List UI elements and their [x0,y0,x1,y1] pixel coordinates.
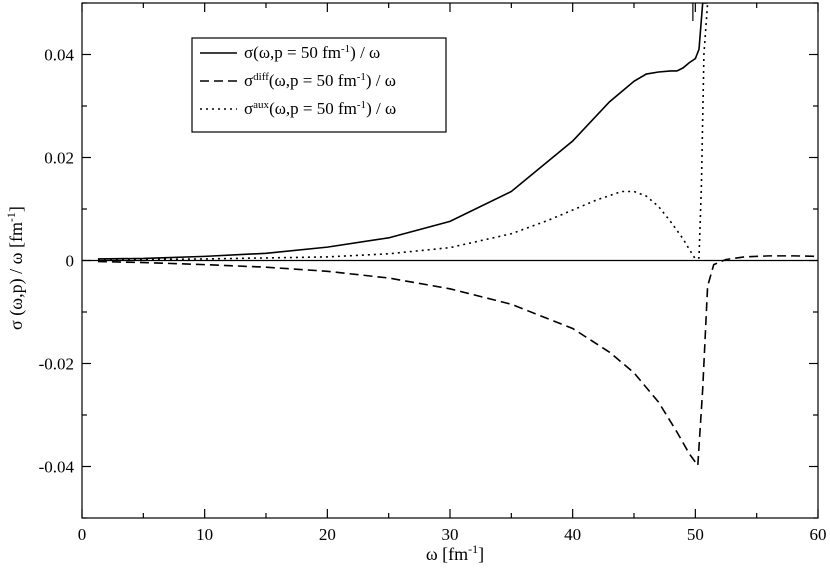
x-tick-label: 0 [78,525,87,544]
series-dashed-line [97,255,818,468]
x-tick-label: 50 [687,525,704,544]
axis-ticks: 0 10 20 30 40 50 60 -0.04 -0.02 0 0.02 0.04 [39,2,827,544]
y-axis-label: σ (ω,p) / ω [fm-1] [4,206,27,330]
x-axis-label: ω [fm-1] [426,542,484,564]
y-tick-label: -0.04 [39,458,75,477]
series-solid-line [97,3,708,260]
legend-label: σdiff(ω,p = 50 fm-1) / ω [244,71,396,90]
plot-lines [82,3,818,468]
x-tick-label: 30 [442,525,459,544]
y-tick-label: 0 [66,252,75,271]
y-tick-label: -0.02 [39,355,74,374]
x-tick-label: 10 [196,525,213,544]
y-tick-label: 0.04 [44,46,74,65]
x-tick-label: 40 [564,525,581,544]
y-tick-label: 0.02 [44,149,74,168]
x-tick-label: 20 [319,525,336,544]
x-tick-label: 60 [810,525,827,544]
legend-label: σaux(ω,p = 50 fm-1) / ω [244,99,396,118]
legend-label: σ(ω,p = 50 fm-1) / ω [244,43,380,62]
legend: σ(ω,p = 50 fm-1) / ω σdiff(ω,p = 50 fm-1)… [191,37,447,133]
